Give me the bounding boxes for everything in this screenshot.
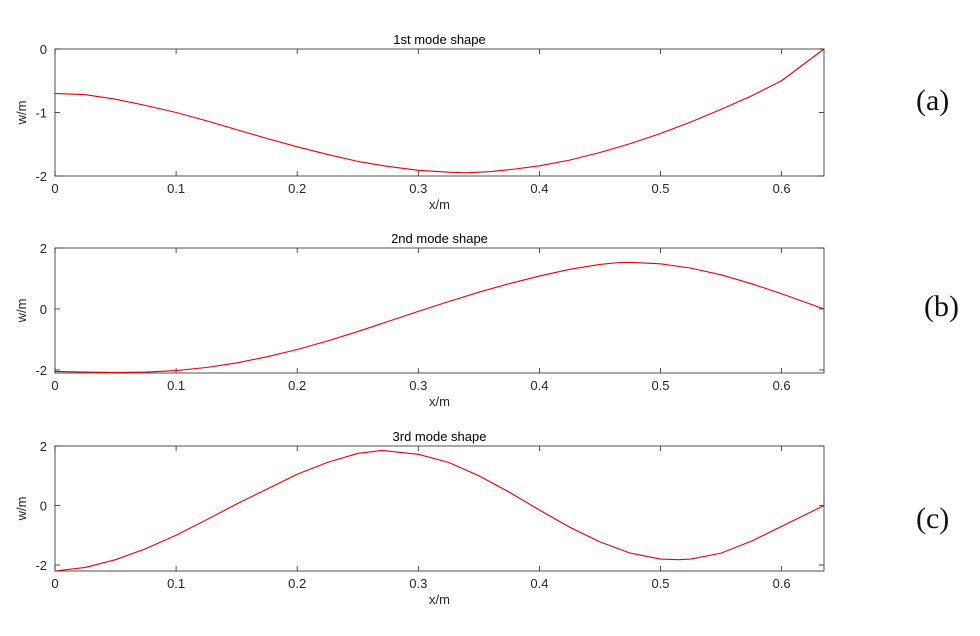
axes-box	[54, 48, 825, 177]
plot-panel-c: 0 0.1 0.2 0.3 0.4 0.5 0.6 2 0 -2 3rd mode shape x/m…	[14, 429, 825, 607]
x-tick-label: 0.3	[409, 576, 427, 591]
x-tick-label: 0.4	[530, 576, 548, 591]
plot-panel-a: 0 0.1 0.2 0.3 0.4 0.5 0.6 0 -1 -2 1st mode shape x/…	[14, 32, 825, 212]
axes-box	[54, 247, 825, 374]
x-axis-label: x/m	[429, 394, 450, 409]
x-tick-label: 0.1	[167, 378, 185, 393]
x-tick-label: 0.5	[651, 181, 669, 196]
x-tick-label: 0.3	[409, 378, 427, 393]
y-tick-label: -2	[35, 558, 47, 573]
mode-shape-line-c	[54, 449, 825, 572]
y-tick-label: 0	[40, 42, 47, 57]
x-tick-label: 0.6	[773, 378, 791, 393]
y-tick-label: -2	[35, 169, 47, 184]
y-axis-label: w/m	[14, 497, 29, 522]
x-tick-label: 0.4	[530, 378, 548, 393]
x-tick-label: 0.1	[167, 181, 185, 196]
y-tick-label: -1	[35, 106, 47, 121]
plot-panel-b: 0 0.1 0.2 0.3 0.4 0.5 0.6 2 0 -2 2nd mode shape x/m…	[14, 231, 825, 409]
x-tick-label: 0	[51, 576, 58, 591]
panel-label-b: (b)	[924, 290, 959, 323]
plot-title: 1st mode shape	[393, 32, 486, 47]
x-tick-label: 0.2	[288, 181, 306, 196]
x-tick-label: 0.2	[288, 576, 306, 591]
x-tick-label: 0.5	[651, 576, 669, 591]
y-tick-label: 0	[40, 302, 47, 317]
x-axis-label: x/m	[429, 197, 450, 212]
panel-label-c: (c)	[916, 502, 950, 535]
x-tick-label: 0.3	[409, 181, 427, 196]
x-tick-label: 0.4	[530, 181, 548, 196]
plot-title: 3rd mode shape	[393, 429, 487, 444]
x-tick-label: 0.1	[167, 576, 185, 591]
y-tick-label: 0	[40, 499, 47, 514]
y-tick-label: 2	[40, 439, 47, 454]
panel-label-a: (a)	[916, 84, 950, 117]
y-axis-label: w/m	[14, 299, 29, 324]
x-tick-label: 0	[51, 378, 58, 393]
x-tick-label: 0.2	[288, 378, 306, 393]
x-tick-label: 0.6	[773, 576, 791, 591]
y-tick-label: -2	[35, 363, 47, 378]
x-tick-label: 0	[51, 181, 58, 196]
x-tick-label: 0.5	[651, 378, 669, 393]
y-tick-label: 2	[40, 241, 47, 256]
mode-shape-line-a	[54, 48, 825, 174]
plot-title: 2nd mode shape	[391, 231, 488, 246]
x-tick-label: 0.6	[773, 181, 791, 196]
mode-shape-line-b	[54, 261, 825, 373]
y-axis-label: w/m	[14, 101, 29, 126]
x-axis-label: x/m	[429, 592, 450, 607]
axes-box	[54, 445, 825, 572]
